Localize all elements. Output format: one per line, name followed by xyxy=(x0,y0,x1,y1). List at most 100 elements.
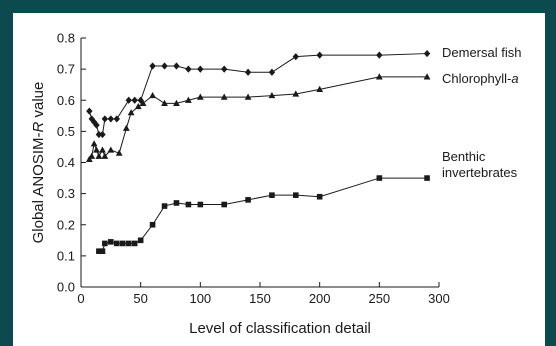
chart-panel xyxy=(13,13,545,346)
data-point xyxy=(196,93,204,100)
y-tick-label: 0.7 xyxy=(57,62,75,77)
data-point xyxy=(244,93,252,100)
data-point xyxy=(122,124,130,131)
y-tick-label: 0.5 xyxy=(57,124,75,139)
x-tick-label: 0 xyxy=(77,291,84,306)
data-point xyxy=(99,130,106,139)
y-tick-label: 0.8 xyxy=(57,31,75,46)
data-point xyxy=(376,175,383,181)
y-axis-title-part: value xyxy=(30,82,47,122)
data-point xyxy=(131,240,138,247)
data-point xyxy=(131,96,138,104)
data-point xyxy=(114,240,120,247)
series-label: Demersal fish xyxy=(442,45,521,60)
data-point xyxy=(316,51,323,59)
series-label-part: Chlorophyll- xyxy=(442,71,511,86)
data-point xyxy=(316,193,323,200)
data-point xyxy=(139,99,147,106)
data-point xyxy=(423,73,431,80)
y-tick-label: 0.4 xyxy=(57,155,75,170)
data-point xyxy=(127,109,135,116)
data-point xyxy=(108,239,114,245)
data-point xyxy=(101,152,109,159)
data-point xyxy=(245,197,251,203)
data-point xyxy=(161,99,168,106)
y-tick-label: 0.6 xyxy=(57,93,75,108)
data-point xyxy=(244,68,252,76)
data-point xyxy=(292,90,300,97)
data-point xyxy=(292,53,299,61)
x-tick-label: 200 xyxy=(309,291,331,306)
series-line xyxy=(88,53,428,135)
data-point xyxy=(161,203,168,209)
data-point xyxy=(85,155,93,162)
series-line xyxy=(98,177,428,252)
y-tick-label: 0.1 xyxy=(57,248,75,263)
data-point xyxy=(185,65,192,73)
series-label-line: invertebrates xyxy=(442,165,518,180)
data-point xyxy=(115,149,123,156)
data-point xyxy=(93,121,100,129)
data-point xyxy=(125,240,132,247)
data-point xyxy=(95,130,103,139)
data-point xyxy=(173,99,180,106)
series-0: Demersal fish xyxy=(86,45,521,139)
data-point xyxy=(95,152,103,159)
data-point xyxy=(119,240,126,247)
series-1: Chlorophyll-a xyxy=(85,71,519,162)
data-point xyxy=(220,93,228,100)
series-2: Benthic invertebrates xyxy=(96,149,518,255)
data-point xyxy=(137,237,144,244)
data-point xyxy=(423,49,431,58)
data-point xyxy=(197,65,204,73)
data-point xyxy=(101,115,109,123)
series-label: Chlorophyll-a xyxy=(442,71,519,86)
x-tick-label: 250 xyxy=(368,291,390,306)
data-point xyxy=(221,65,228,73)
data-point xyxy=(185,201,192,208)
y-axis-title: Global ANOSIM-R value xyxy=(30,82,47,244)
data-point xyxy=(376,51,383,59)
data-point xyxy=(173,200,180,206)
series-label-part: a xyxy=(511,71,518,86)
y-tick-label: 0.0 xyxy=(57,280,75,295)
y-tick-label: 0.2 xyxy=(57,217,75,232)
data-point xyxy=(197,201,204,208)
data-point xyxy=(424,175,430,181)
data-point xyxy=(316,85,324,92)
series-label-line: Benthic xyxy=(442,149,486,164)
data-point xyxy=(113,115,120,123)
y-axis-title-part: R xyxy=(30,122,47,133)
data-point xyxy=(375,73,383,80)
data-point xyxy=(134,102,142,110)
data-point xyxy=(93,146,100,153)
data-point xyxy=(149,62,156,70)
data-point xyxy=(88,152,96,159)
data-point xyxy=(107,146,115,153)
data-point xyxy=(86,107,93,115)
x-tick-label: 300 xyxy=(428,291,450,306)
y-tick-label: 0.3 xyxy=(57,186,75,201)
data-point xyxy=(99,146,106,153)
x-tick-label: 150 xyxy=(249,291,271,306)
x-axis-title: Level of classification detail xyxy=(189,320,371,337)
series-line xyxy=(88,76,428,160)
data-point xyxy=(99,248,106,255)
data-point xyxy=(293,192,299,198)
data-point xyxy=(149,221,156,228)
series-label-line: Demersal fish xyxy=(442,45,521,60)
data-point xyxy=(90,140,98,147)
data-point xyxy=(268,68,276,76)
data-point xyxy=(107,115,115,123)
data-point xyxy=(88,115,95,123)
data-point xyxy=(185,96,192,103)
data-point xyxy=(90,118,98,126)
data-point xyxy=(269,192,275,198)
data-point xyxy=(268,91,276,99)
data-point xyxy=(161,62,168,70)
data-point xyxy=(221,201,227,208)
data-point xyxy=(96,248,102,255)
data-point xyxy=(149,91,156,99)
